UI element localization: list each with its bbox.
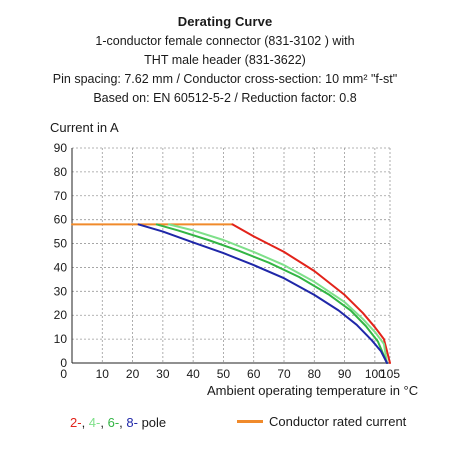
x-axis-label: Ambient operating temperature in °C xyxy=(207,383,419,398)
series-line-6 xyxy=(155,223,388,364)
chart-subtitle-line-4: Based on: EN 60512-5-2 / Reduction facto… xyxy=(93,91,357,105)
legend-part: 2- xyxy=(70,415,82,430)
x-tick-label: 60 xyxy=(247,367,261,381)
series-line-8 xyxy=(137,223,388,364)
series-line-2 xyxy=(231,223,391,364)
y-tick-label: 80 xyxy=(54,165,68,179)
x-tick-label: 80 xyxy=(308,367,322,381)
rated-current-swatch xyxy=(237,420,263,423)
x-tick-label: 100 xyxy=(365,367,385,381)
legend-part: pole xyxy=(137,415,167,430)
x-tick-label: 10 xyxy=(96,367,110,381)
y-tick-label: 30 xyxy=(54,284,68,298)
pole-legend: 2-, 4-, 6-, 8- pole xyxy=(70,415,166,430)
chart-subtitle-line-2: THT male header (831-3622) xyxy=(144,53,306,67)
x-tick-label: 90 xyxy=(338,367,352,381)
legend-part: 6- xyxy=(107,415,120,430)
y-tick-label: 0 xyxy=(60,356,67,370)
y-tick-label: 40 xyxy=(54,260,68,274)
x-tick-label: 50 xyxy=(217,367,231,381)
legend-part: , xyxy=(81,415,89,430)
rated-current-legend-text: Conductor rated current xyxy=(269,414,407,429)
legend-part: 8- xyxy=(126,415,138,430)
x-tick-label: 30 xyxy=(156,367,170,381)
x-tick-label: 105 xyxy=(380,367,400,381)
y-tick-label: 60 xyxy=(54,213,68,227)
rated-current-legend: Conductor rated current xyxy=(237,414,406,429)
y-tick-label: 70 xyxy=(54,189,68,203)
x-tick-label: 70 xyxy=(277,367,291,381)
x-tick-label: 40 xyxy=(186,367,200,381)
y-tick-label: 20 xyxy=(54,308,68,322)
chart-title: Derating Curve xyxy=(177,14,273,29)
legend-part: , xyxy=(100,415,108,430)
y-tick-label: 50 xyxy=(54,237,68,251)
y-tick-label: 90 xyxy=(54,141,68,155)
chart-subtitle-line-3: Pin spacing: 7.62 mm / Conductor cross-s… xyxy=(52,72,398,86)
chart-header: Derating Curve 1-conductor female connec… xyxy=(0,12,450,108)
chart-subtitle-line-1: 1-conductor female connector (831-3102 )… xyxy=(95,34,355,48)
y-axis-label: Current in A xyxy=(50,120,119,135)
series-line-4 xyxy=(167,223,388,364)
x-tick-label: 0 xyxy=(60,367,67,381)
x-tick-label: 20 xyxy=(126,367,140,381)
legend-part: 4- xyxy=(88,415,101,430)
legend-part: , xyxy=(119,415,127,430)
y-tick-label: 10 xyxy=(54,332,68,346)
